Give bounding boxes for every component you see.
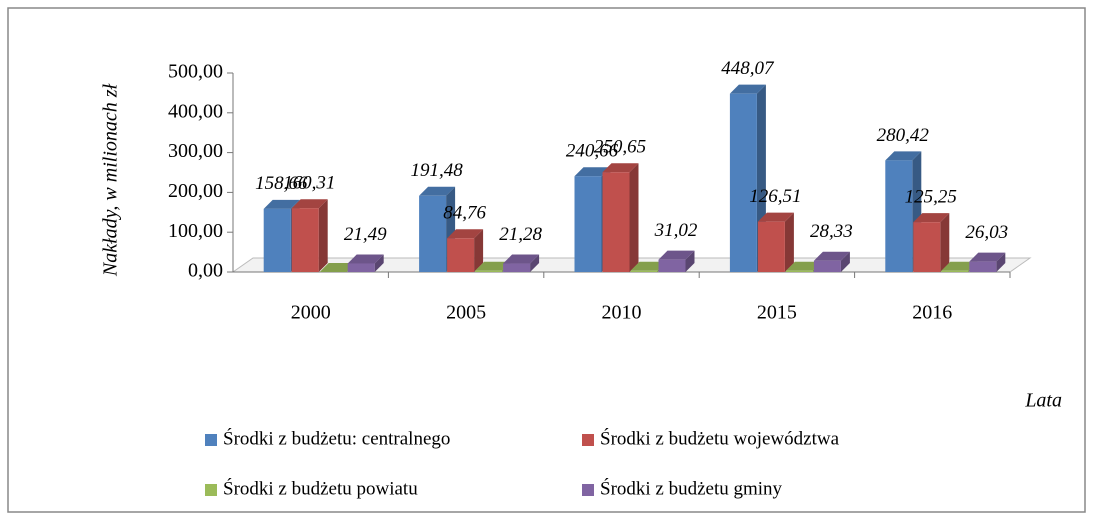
x-tick-label: 2016	[912, 302, 952, 324]
x-tick-label: 2015	[757, 302, 797, 324]
value-label: 160,31	[283, 173, 335, 194]
legend-swatch	[205, 484, 217, 496]
bar-front	[941, 270, 969, 272]
value-label: 21,49	[344, 224, 387, 245]
bar-top	[885, 151, 922, 161]
bar	[447, 229, 484, 272]
value-label: 240,66	[566, 141, 619, 162]
bar	[757, 212, 794, 272]
legend-label: Środki z budżetu gminy	[600, 477, 783, 499]
bar-top	[347, 254, 384, 264]
bar	[729, 84, 766, 272]
bar-top	[729, 84, 766, 94]
bar	[503, 254, 540, 272]
y-tick-label: 500,00	[168, 61, 223, 83]
legend-label: Środki z budżetu województwa	[600, 427, 840, 449]
bar-front	[729, 93, 757, 272]
value-label: 21,28	[499, 224, 542, 245]
bar	[969, 252, 1006, 272]
bar-side	[685, 250, 695, 272]
x-tick-label: 2000	[291, 302, 331, 324]
bar-top	[941, 261, 978, 271]
value-label: 448,07	[721, 58, 775, 79]
bar-side	[940, 213, 950, 272]
bar-front	[503, 263, 531, 272]
x-tick-label: 2005	[446, 302, 486, 324]
bar	[913, 213, 950, 272]
bar-front	[913, 222, 941, 272]
bar-side	[474, 229, 484, 272]
value-label: 28,33	[810, 221, 853, 242]
y-tick-label: 100,00	[168, 220, 223, 242]
legend-swatch	[582, 434, 594, 446]
bar	[658, 250, 695, 272]
y-tick-label: 0,00	[188, 260, 223, 282]
bar-top	[503, 254, 540, 264]
bar-side	[374, 254, 384, 272]
bar-front	[602, 172, 630, 272]
bar-top	[630, 261, 667, 271]
bar-front	[574, 176, 602, 272]
bar-side	[784, 212, 794, 272]
bar-top	[419, 186, 456, 196]
legend-label: Środki z budżetu: centralnego	[223, 427, 450, 449]
bar-front	[347, 263, 375, 272]
bar-front	[475, 270, 503, 272]
bar-top	[757, 212, 794, 222]
value-label: 125,25	[905, 187, 957, 208]
value-label: 191,48	[410, 160, 463, 181]
bar-front	[658, 259, 686, 272]
y-tick-label: 200,00	[168, 180, 223, 202]
bar-front	[419, 195, 447, 272]
bar	[291, 199, 328, 272]
value-label: 84,76	[443, 203, 486, 224]
value-label: 126,51	[749, 186, 801, 207]
bar-top	[319, 263, 356, 272]
bar-top	[913, 213, 950, 223]
bar-front	[969, 261, 997, 272]
legend-label: Środki z budżetu powiatu	[223, 477, 418, 499]
x-axis-title: Lata	[1024, 390, 1062, 412]
bar-top	[291, 199, 328, 209]
value-label: 250,65	[594, 137, 646, 158]
bar-top	[969, 252, 1006, 262]
bar-side	[629, 163, 639, 272]
bar-front	[630, 270, 658, 272]
bar-front	[291, 208, 319, 272]
bar-top	[263, 199, 300, 209]
bar-front	[785, 270, 813, 272]
bar-top	[813, 251, 850, 261]
bar-top	[658, 250, 695, 260]
bar-front	[813, 260, 841, 272]
bar-side	[996, 252, 1006, 272]
bar-side	[318, 199, 328, 272]
y-axis-title: Nakłady, w milionach zł	[100, 83, 122, 277]
value-label: 158,66	[255, 173, 308, 194]
value-label: 26,03	[965, 222, 1008, 243]
bar-side	[840, 251, 850, 272]
bar-front	[263, 208, 291, 272]
bar	[602, 163, 639, 272]
legend-swatch	[205, 434, 217, 446]
y-tick-label: 300,00	[168, 140, 223, 162]
x-tick-label: 2010	[602, 302, 642, 324]
y-tick-label: 400,00	[168, 100, 223, 122]
bar-top	[785, 261, 822, 271]
value-label: 280,42	[877, 125, 930, 146]
bar-top	[475, 261, 512, 271]
bar-top	[602, 163, 639, 173]
bar	[813, 251, 850, 272]
bar	[347, 254, 384, 272]
bar	[319, 263, 356, 272]
value-label: 31,02	[654, 220, 698, 241]
bar-side	[530, 254, 540, 272]
bar-front	[447, 238, 475, 272]
bar-top	[447, 229, 484, 239]
bar-front	[757, 221, 785, 272]
legend-swatch	[582, 484, 594, 496]
bar-front	[885, 160, 913, 272]
bar-top	[574, 167, 611, 177]
